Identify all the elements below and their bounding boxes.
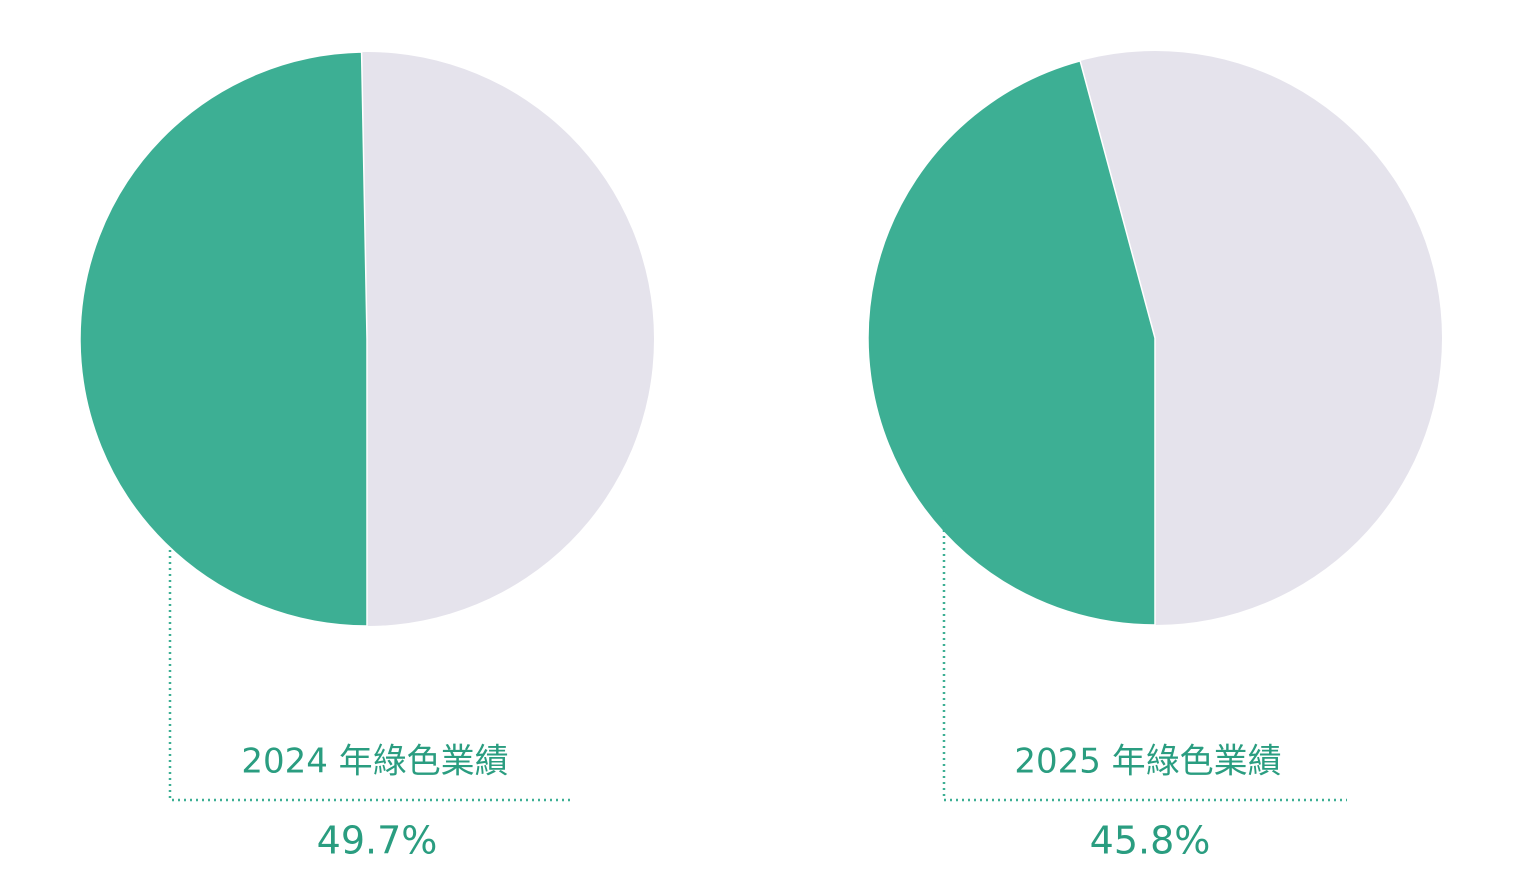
leader-line <box>942 512 1347 802</box>
value-label: 49.7% <box>317 819 438 863</box>
pie-slice <box>79 51 368 627</box>
leader-line <box>168 550 572 802</box>
slice-label: 2025 年綠色業績 <box>1014 742 1281 782</box>
slice-label: 2024 年綠色業績 <box>241 742 508 782</box>
value-label: 45.8% <box>1090 819 1211 863</box>
pie-slice <box>867 60 1156 626</box>
